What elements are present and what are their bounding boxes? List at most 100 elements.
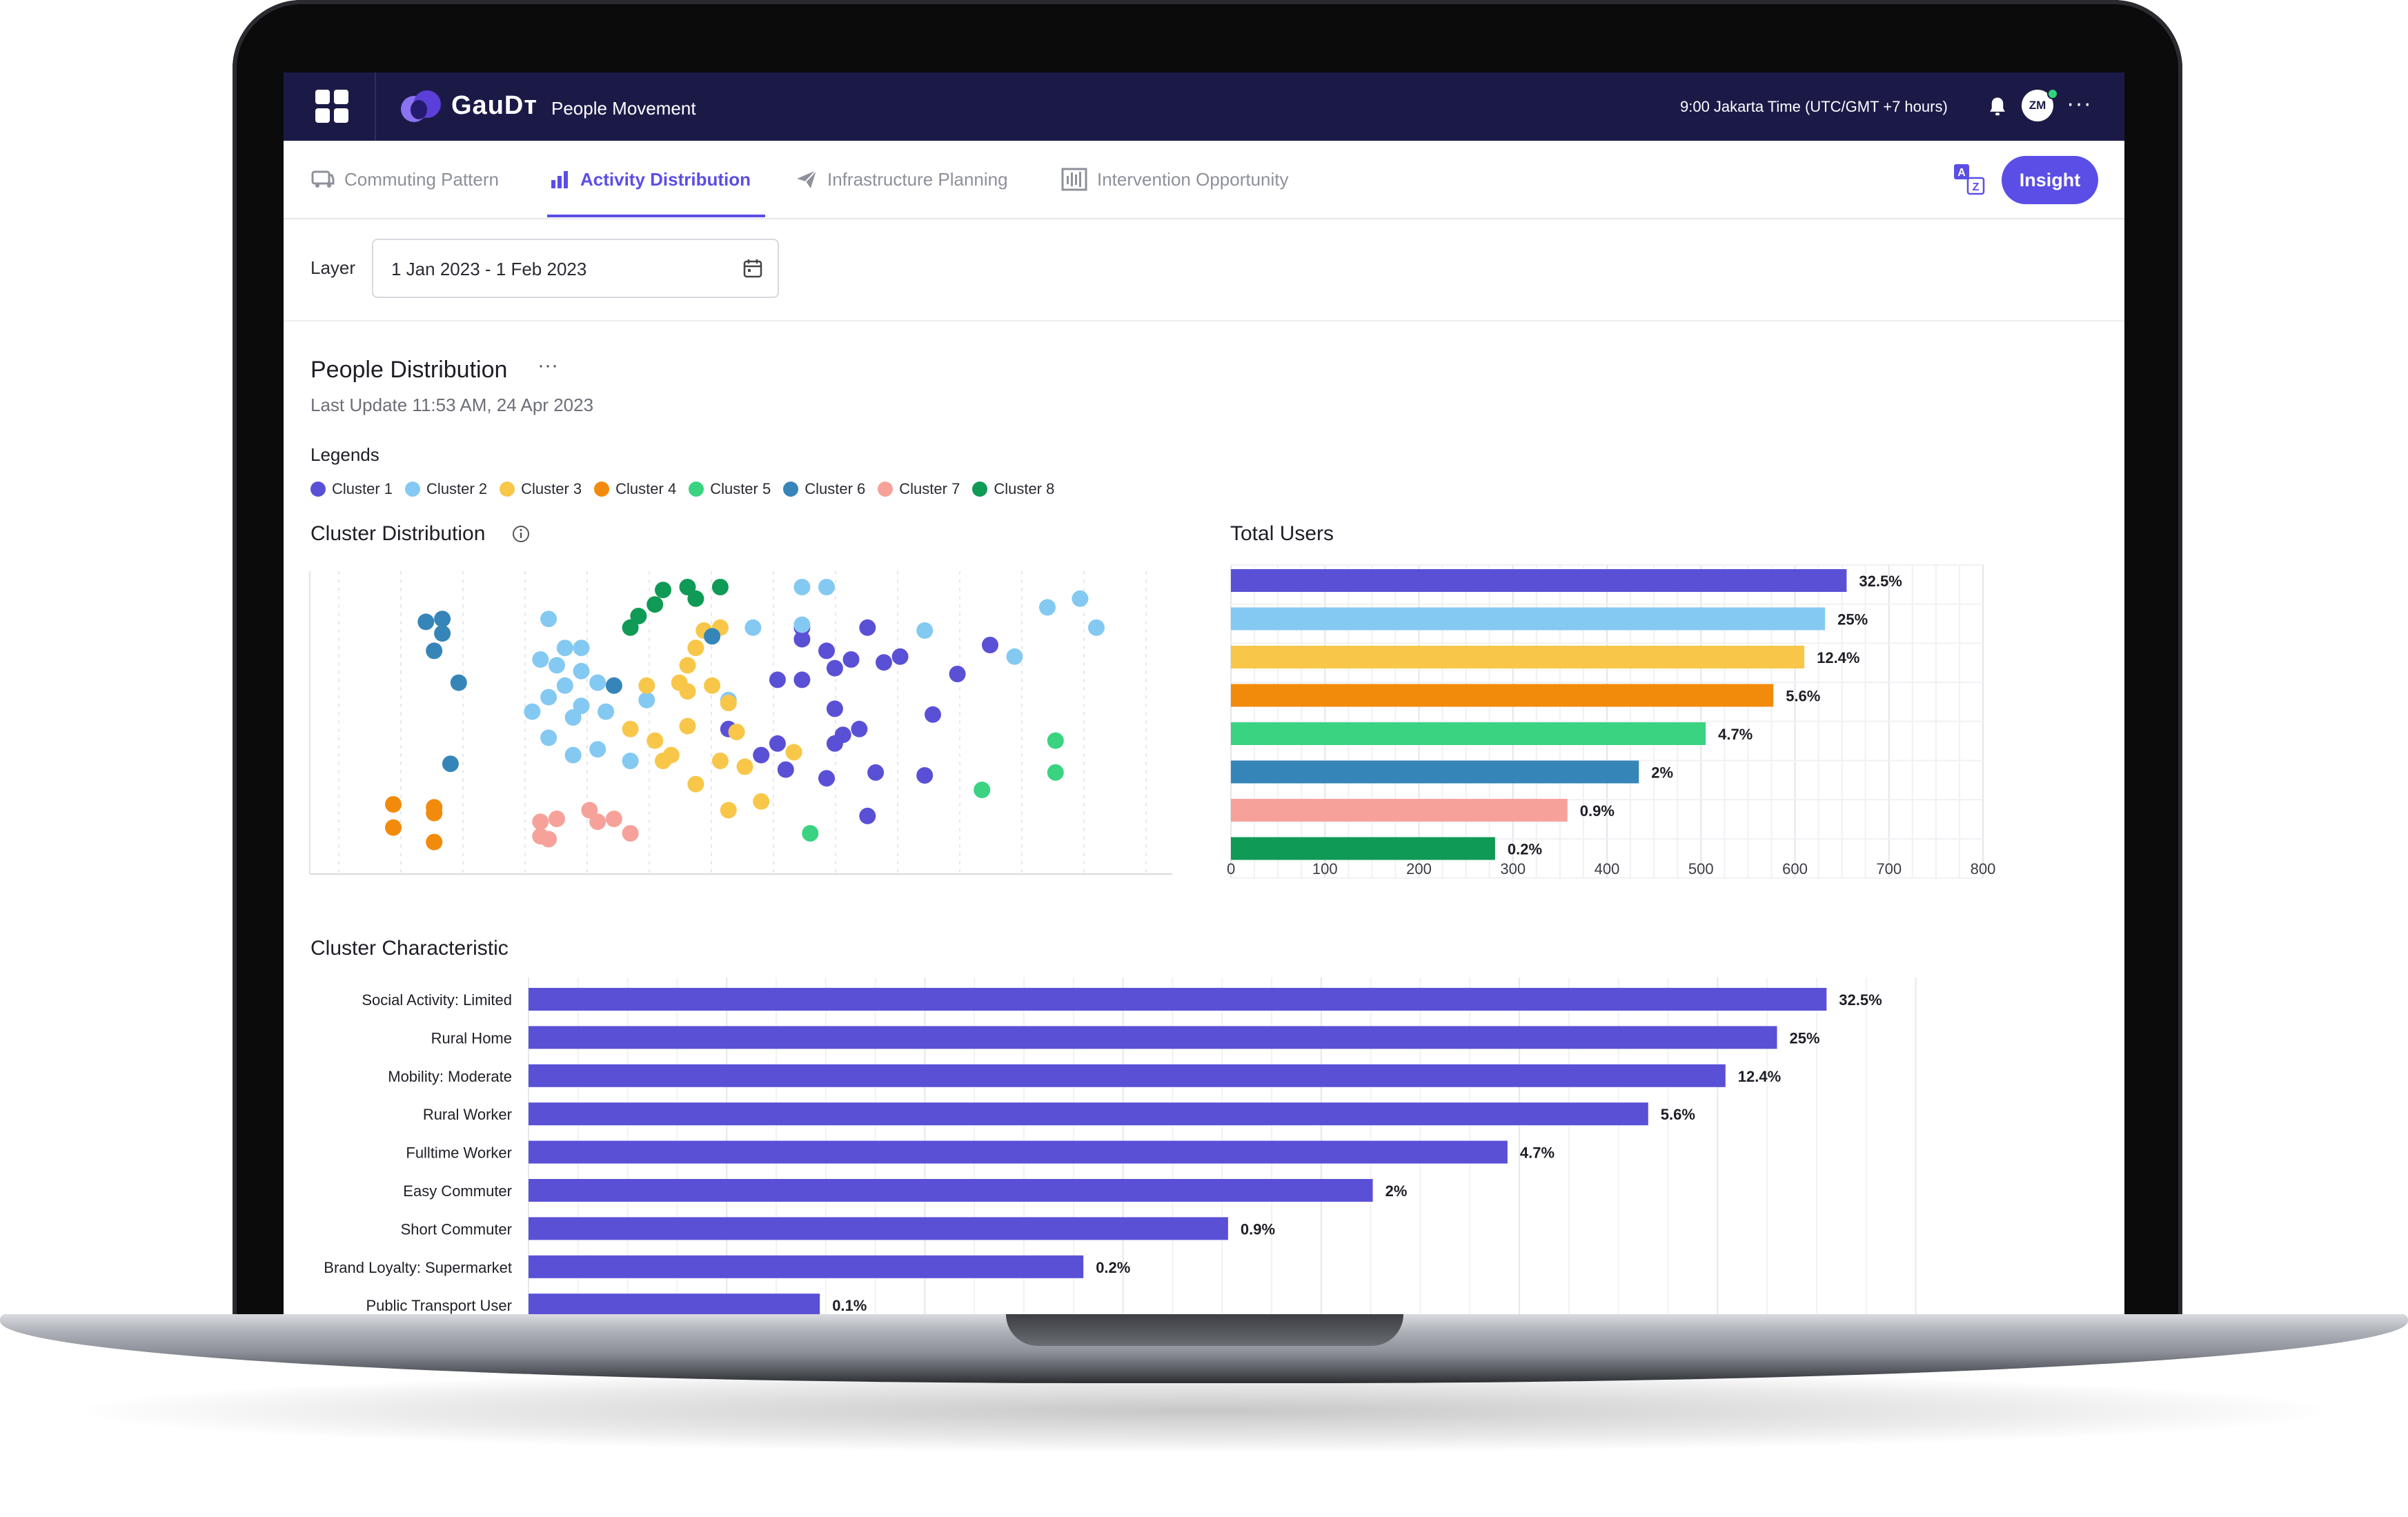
scatter-point[interactable]: [818, 579, 835, 595]
more-options-icon[interactable]: ···: [2066, 90, 2092, 117]
date-range-picker[interactable]: 1 Jan 2023 - 1 Feb 2023: [372, 239, 779, 298]
scatter-point[interactable]: [589, 674, 606, 691]
scatter-point[interactable]: [426, 642, 443, 660]
info-icon[interactable]: [511, 524, 531, 544]
scatter-point[interactable]: [711, 579, 729, 595]
scatter-point[interactable]: [1072, 590, 1089, 607]
scatter-point[interactable]: [802, 825, 819, 842]
legend-item[interactable]: Cluster 2: [405, 480, 487, 498]
tab-intervention-opportunity[interactable]: Intervention Opportunity: [1061, 141, 1289, 218]
scatter-point[interactable]: [851, 720, 868, 737]
scatter-point[interactable]: [826, 660, 843, 677]
characteristic-bar[interactable]: [529, 1179, 1373, 1202]
scatter-point[interactable]: [417, 613, 435, 631]
scatter-point[interactable]: [442, 755, 459, 773]
bell-icon[interactable]: [1985, 95, 2010, 119]
tab-infrastructure-planning[interactable]: Infrastructure Planning: [796, 141, 1008, 218]
scatter-point[interactable]: [549, 811, 565, 827]
scatter-point[interactable]: [605, 677, 622, 694]
scatter-point[interactable]: [720, 695, 737, 711]
scatter-point[interactable]: [556, 639, 573, 657]
scatter-point[interactable]: [753, 793, 770, 810]
scatter-point[interactable]: [711, 753, 729, 769]
total-users-bar[interactable]: [1231, 837, 1495, 860]
scatter-point[interactable]: [605, 811, 622, 827]
scatter-point[interactable]: [785, 744, 802, 761]
scatter-point[interactable]: [687, 639, 704, 657]
tab-activity-distribution[interactable]: Activity Distribution: [550, 141, 751, 218]
apps-grid-icon[interactable]: [315, 90, 350, 124]
scatter-point[interactable]: [647, 732, 664, 749]
scatter-point[interactable]: [589, 813, 606, 831]
characteristic-bar[interactable]: [529, 1293, 820, 1314]
scatter-point[interactable]: [704, 677, 721, 694]
scatter-point[interactable]: [769, 735, 786, 752]
scatter-point[interactable]: [532, 651, 549, 668]
total-users-bar[interactable]: [1231, 799, 1568, 822]
characteristic-bar[interactable]: [529, 1255, 1084, 1278]
scatter-point[interactable]: [916, 767, 934, 784]
legend-item[interactable]: Cluster 6: [783, 480, 865, 498]
scatter-point[interactable]: [769, 671, 786, 688]
scatter-point[interactable]: [540, 831, 557, 848]
scatter-point[interactable]: [622, 753, 639, 769]
scatter-point[interactable]: [622, 619, 639, 636]
translate-icon[interactable]: A Z: [1953, 163, 1986, 196]
scatter-point[interactable]: [679, 579, 696, 595]
scatter-point[interactable]: [556, 677, 573, 694]
scatter-point[interactable]: [1039, 599, 1056, 616]
legend-item[interactable]: Cluster 7: [878, 480, 960, 498]
scatter-point[interactable]: [1047, 764, 1064, 781]
scatter-point[interactable]: [793, 631, 811, 648]
total-users-bar[interactable]: [1231, 569, 1847, 592]
scatter-point[interactable]: [638, 691, 655, 708]
total-users-bar[interactable]: [1231, 722, 1706, 745]
scatter-point[interactable]: [426, 804, 443, 822]
scatter-point[interactable]: [728, 724, 745, 740]
scatter-point[interactable]: [982, 637, 998, 653]
scatter-point[interactable]: [589, 741, 606, 758]
scatter-point[interactable]: [818, 770, 835, 787]
scatter-point[interactable]: [434, 625, 451, 642]
scatter-point[interactable]: [679, 717, 696, 735]
panel-menu-icon[interactable]: ···: [537, 354, 558, 377]
total-users-bar[interactable]: [1231, 760, 1639, 784]
scatter-point[interactable]: [622, 720, 639, 737]
scatter-point[interactable]: [385, 819, 402, 836]
scatter-point[interactable]: [385, 796, 402, 813]
scatter-point[interactable]: [630, 608, 647, 624]
scatter-point[interactable]: [876, 654, 892, 671]
total-users-bar[interactable]: [1231, 684, 1774, 707]
scatter-point[interactable]: [777, 761, 794, 778]
tab-commuting-pattern[interactable]: Commuting Pattern: [311, 141, 499, 218]
scatter-point[interactable]: [581, 802, 598, 819]
scatter-point[interactable]: [573, 697, 590, 715]
scatter-point[interactable]: [549, 657, 565, 674]
scatter-point[interactable]: [679, 657, 696, 674]
scatter-point[interactable]: [1047, 732, 1064, 749]
scatter-point[interactable]: [540, 688, 557, 706]
scatter-point[interactable]: [450, 674, 467, 691]
characteristic-bar[interactable]: [529, 1064, 1726, 1087]
characteristic-bar[interactable]: [529, 1026, 1777, 1049]
characteristic-bar[interactable]: [529, 1217, 1228, 1240]
scatter-point[interactable]: [891, 648, 909, 665]
scatter-point[interactable]: [842, 651, 860, 668]
scatter-point[interactable]: [647, 596, 664, 613]
scatter-point[interactable]: [524, 703, 541, 720]
scatter-point[interactable]: [793, 616, 811, 633]
scatter-point[interactable]: [573, 639, 590, 657]
calendar-icon[interactable]: [742, 257, 764, 279]
scatter-point[interactable]: [859, 619, 876, 636]
scatter-point[interactable]: [949, 666, 966, 682]
scatter-point[interactable]: [753, 746, 770, 764]
legend-item[interactable]: Cluster 4: [594, 480, 676, 498]
scatter-point[interactable]: [736, 758, 753, 775]
scatter-point[interactable]: [655, 753, 671, 769]
scatter-point[interactable]: [540, 611, 557, 628]
scatter-point[interactable]: [974, 782, 991, 798]
scatter-point[interactable]: [622, 825, 639, 842]
scatter-point[interactable]: [744, 619, 762, 636]
scatter-point[interactable]: [867, 764, 885, 781]
scatter-point[interactable]: [793, 671, 811, 688]
